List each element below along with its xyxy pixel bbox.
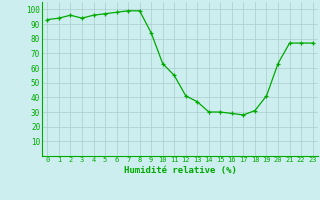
X-axis label: Humidité relative (%): Humidité relative (%) [124, 166, 236, 175]
